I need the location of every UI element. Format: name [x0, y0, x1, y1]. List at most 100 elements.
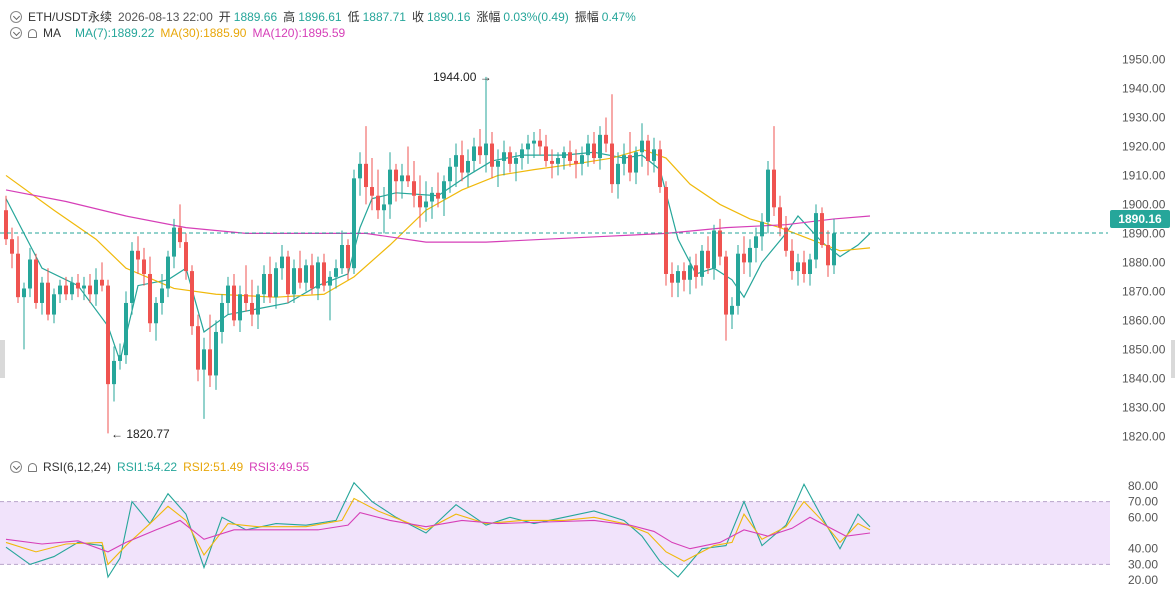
candle [670, 262, 674, 298]
candle-body [412, 181, 416, 196]
candle-body [472, 146, 476, 161]
candle [382, 187, 386, 234]
candle [262, 265, 266, 303]
candle-body [538, 140, 542, 147]
candle [646, 134, 650, 176]
candle-body [586, 143, 590, 156]
candle-body [10, 239, 14, 254]
collapse-chevron-icon[interactable] [10, 461, 22, 473]
open-value: 1889.66 [233, 9, 278, 24]
candle [628, 131, 632, 182]
candle [676, 265, 680, 298]
candle [520, 143, 524, 170]
candle-body [610, 143, 614, 185]
candle [52, 288, 56, 324]
candle-body [238, 294, 242, 321]
candle [466, 149, 470, 188]
collapse-chevron-icon[interactable] [10, 27, 22, 39]
candle [328, 271, 332, 321]
candle-body [808, 259, 812, 274]
candle [406, 146, 410, 188]
candle-body [508, 152, 512, 164]
candle [478, 129, 482, 164]
candle [418, 175, 422, 228]
rsi3-legend: RSI3:49.55 [249, 460, 310, 474]
candle [22, 282, 26, 350]
candle [778, 195, 782, 237]
candle [136, 236, 140, 274]
candle-body [52, 294, 56, 315]
candle [424, 181, 428, 222]
candle [76, 273, 80, 298]
candle-body [550, 160, 554, 164]
candle [826, 230, 830, 277]
candle-body [148, 273, 152, 324]
candle-body [154, 302, 158, 324]
candle [412, 160, 416, 208]
candle-body [46, 282, 50, 315]
candle [586, 134, 590, 167]
candle [448, 158, 452, 193]
candle-body [682, 271, 686, 280]
candle [634, 146, 638, 185]
alert-bell-icon[interactable] [28, 462, 37, 472]
low-annotation: ← 1820.77 [111, 427, 170, 441]
candle-body [766, 169, 770, 222]
candle-body [802, 262, 806, 274]
close-label: 收 [411, 10, 424, 24]
candle [616, 152, 620, 199]
ma120-legend: MA(120):1895.59 [252, 26, 346, 40]
candle-body [94, 279, 98, 295]
candle-body [118, 355, 122, 361]
candle [700, 245, 704, 286]
collapse-chevron-icon[interactable] [10, 10, 22, 23]
candle-body [442, 181, 446, 199]
candle [694, 253, 698, 289]
candle-body [220, 302, 224, 332]
candle [760, 213, 764, 251]
amplitude-value: 0.47% [601, 9, 636, 24]
candle-body [742, 253, 746, 263]
candle [784, 216, 788, 257]
candle [220, 294, 224, 344]
candle-body [670, 273, 674, 283]
candle-body [460, 155, 464, 173]
candle-body [208, 349, 212, 376]
candle [244, 265, 248, 312]
candle-body [556, 158, 560, 164]
candle [40, 276, 44, 315]
left-scroll-handle[interactable] [0, 340, 5, 378]
candle-body [16, 253, 20, 298]
candle [772, 126, 776, 217]
candle [100, 262, 104, 292]
datetime-label: 2026-08-13 22:00 [118, 9, 213, 24]
candle-body [142, 259, 146, 274]
ohlc-header: ETH/USDT永续 2026-08-13 22:00 开 1889.66 高 … [10, 8, 642, 25]
candle [298, 250, 302, 289]
candle [574, 149, 578, 179]
alert-bell-icon[interactable] [28, 28, 37, 38]
candle [790, 239, 794, 280]
candle [808, 253, 812, 286]
candle-body [778, 207, 782, 228]
price-tick-label: 1880.00 [1122, 255, 1166, 269]
candle-body [748, 247, 752, 263]
candle [196, 314, 200, 382]
candle-body [298, 268, 302, 283]
candle [502, 140, 506, 176]
candle [706, 236, 710, 274]
candle-body [226, 285, 230, 303]
candle-body [424, 201, 428, 208]
candle-body [76, 282, 80, 289]
candle [106, 279, 110, 434]
right-scroll-handle[interactable] [1171, 340, 1175, 378]
candle [364, 126, 368, 205]
candle [580, 146, 584, 176]
candle-body [394, 169, 398, 182]
candle-body [4, 210, 8, 240]
candle-body [40, 282, 44, 303]
candle [724, 250, 728, 341]
candle [484, 76, 488, 173]
candle [4, 195, 8, 245]
